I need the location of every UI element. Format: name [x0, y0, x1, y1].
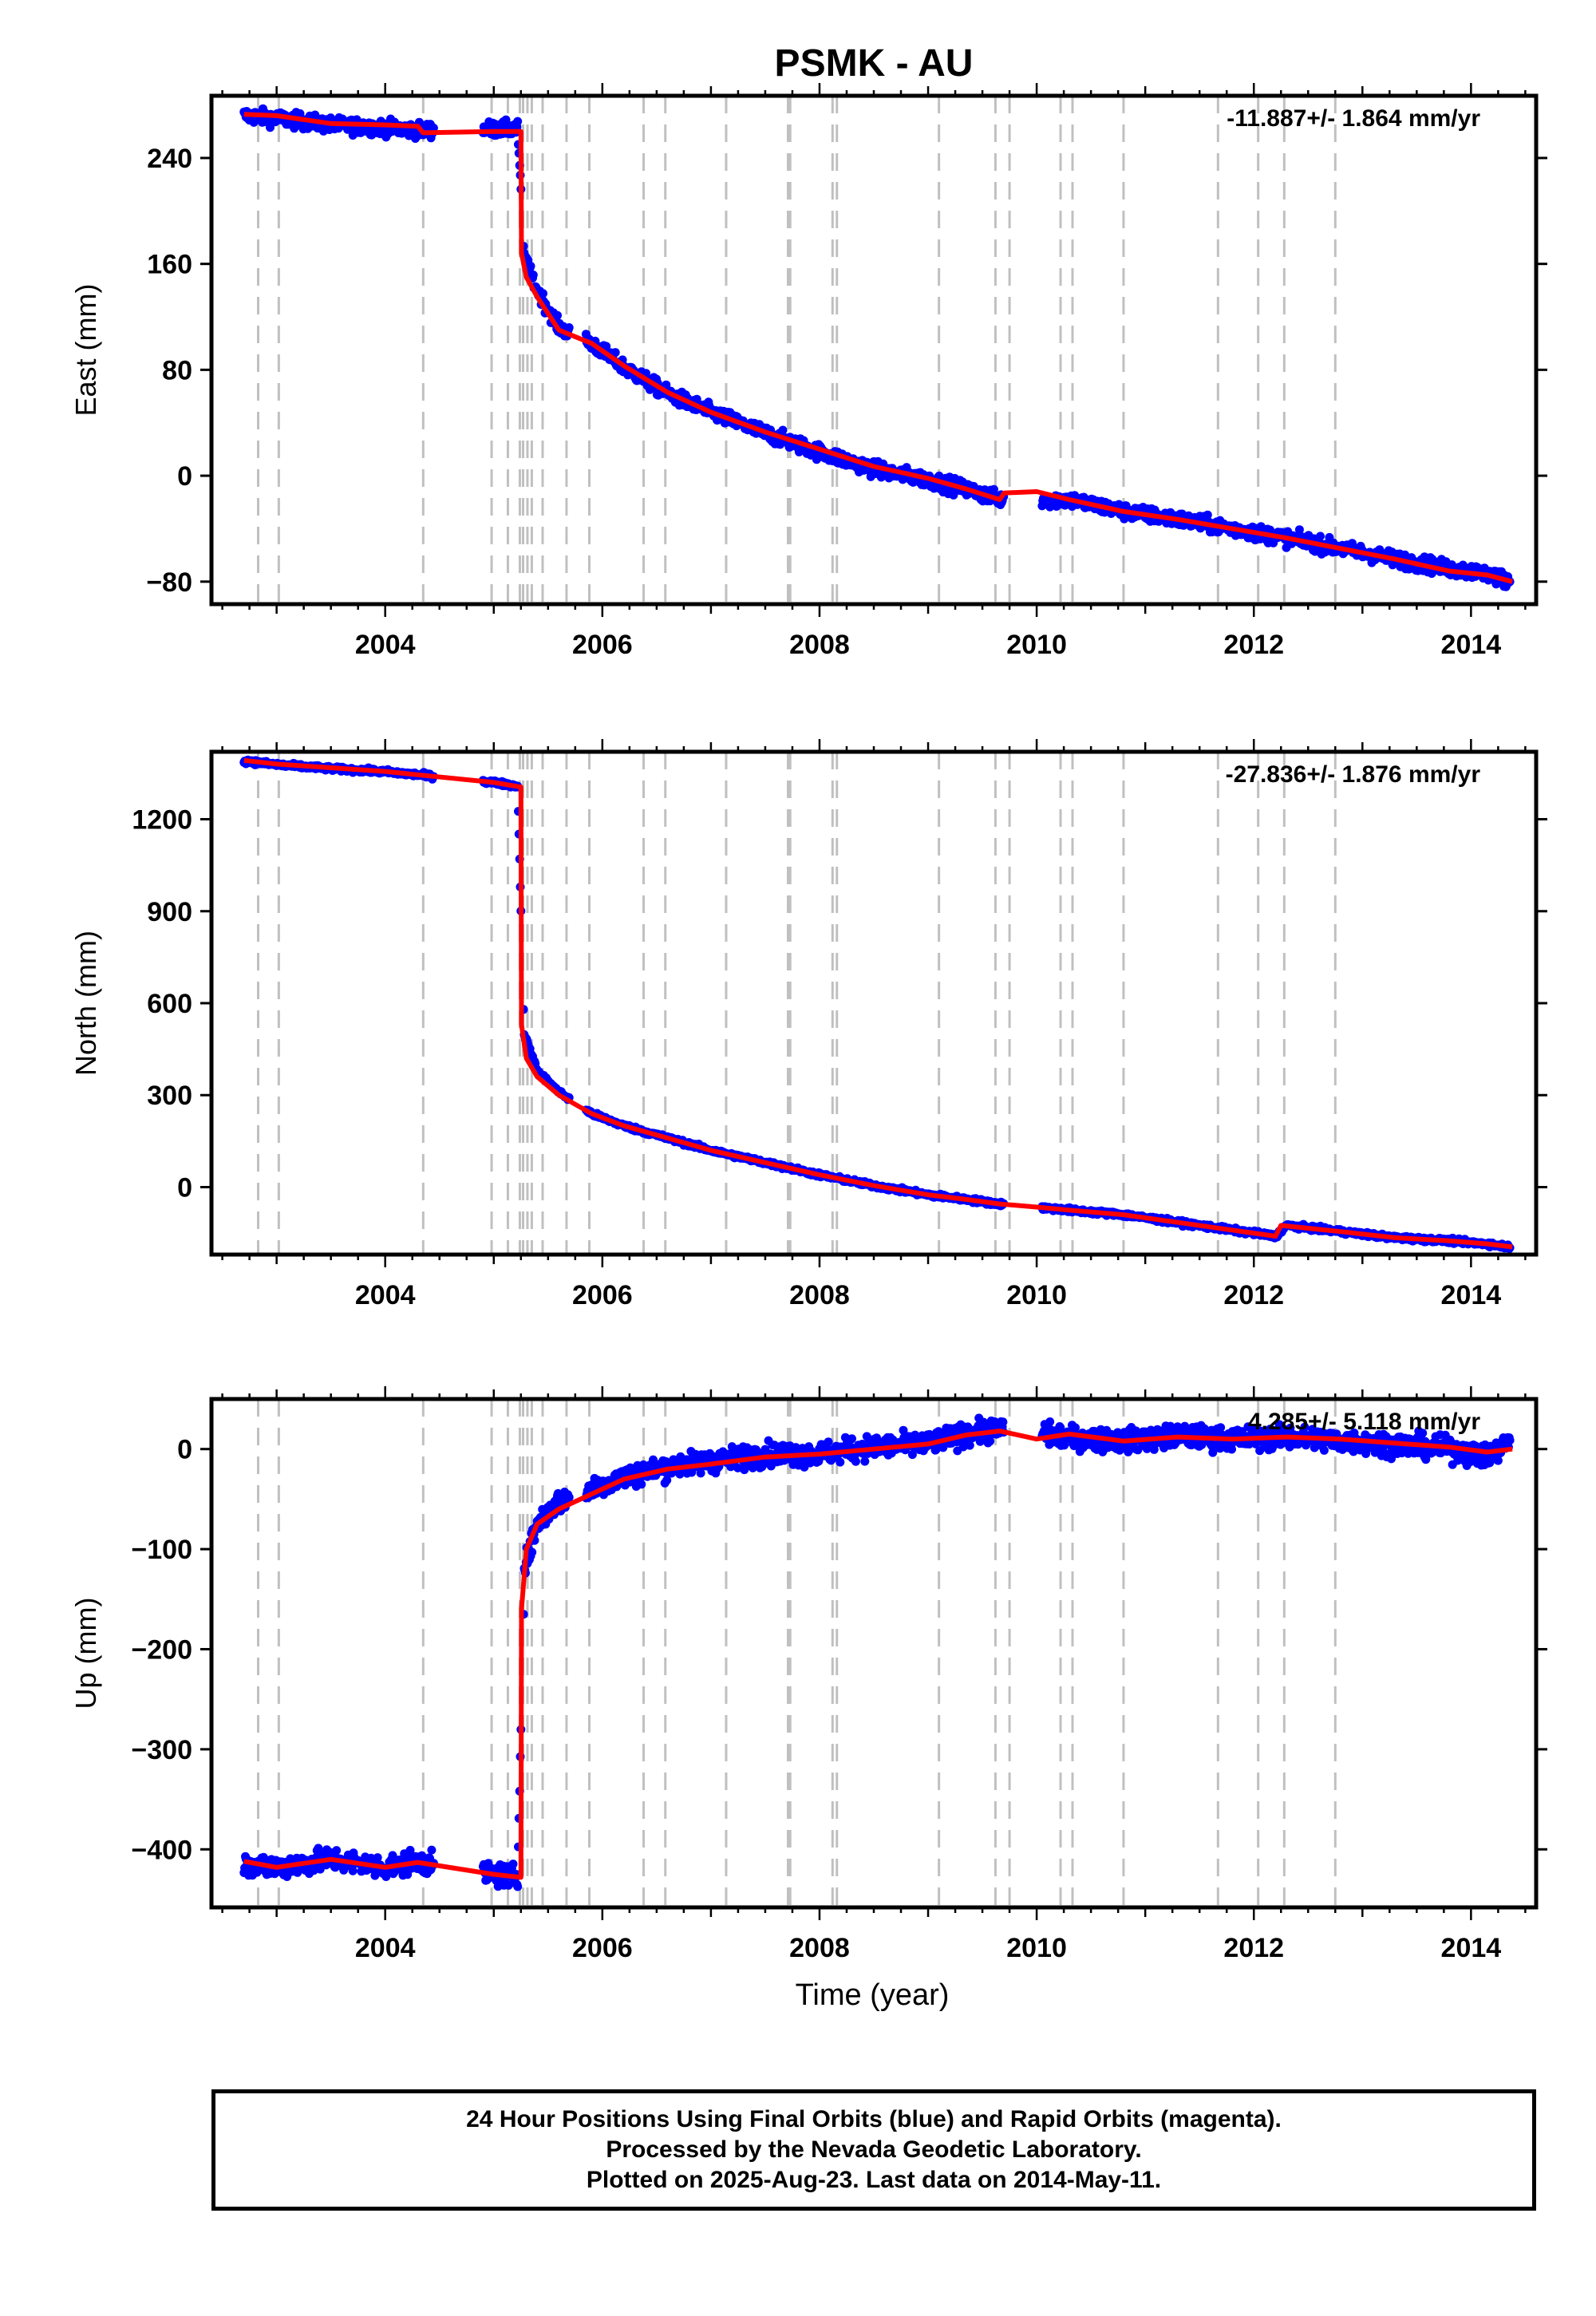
data-point [528, 271, 538, 279]
x-tick-label: 2012 [1223, 1280, 1284, 1310]
data-point [1045, 1417, 1055, 1426]
data-point [553, 310, 562, 320]
x-tick-label: 2010 [1006, 630, 1067, 660]
x-tick-label: 2006 [572, 1280, 633, 1310]
data-point [907, 1450, 917, 1460]
y-axis-label: North (mm) [69, 931, 102, 1076]
y-tick-label: 600 [147, 989, 192, 1019]
data-point [293, 1867, 302, 1877]
y-tick-label: 300 [147, 1081, 192, 1111]
data-point [847, 1434, 856, 1444]
data-point [911, 1430, 920, 1440]
data-point [373, 1853, 382, 1863]
data-point [513, 117, 523, 126]
x-tick-label: 2014 [1441, 630, 1502, 660]
y-tick-label: 80 [162, 355, 192, 385]
event-lines [257, 752, 1337, 1255]
y-axis-label: East (mm) [69, 284, 102, 417]
data-point [1316, 532, 1325, 541]
plot-frame [209, 749, 1539, 1257]
data-point [851, 1456, 860, 1466]
data-point [1294, 525, 1304, 535]
y-tick-label: 900 [147, 897, 192, 927]
data-point [824, 1437, 833, 1447]
data-point [778, 425, 788, 435]
data-point [899, 1425, 908, 1435]
data-point [564, 1492, 574, 1502]
data-point [860, 1456, 870, 1466]
data-point [295, 109, 305, 118]
data-point [662, 1476, 672, 1485]
data-point [610, 348, 620, 358]
data-point [427, 1845, 437, 1855]
data-point [998, 1417, 1008, 1427]
x-tick-label: 2012 [1223, 630, 1284, 660]
data-point [513, 1882, 523, 1891]
data-point [564, 323, 574, 332]
y-tick-label: 160 [147, 250, 192, 280]
event-lines [257, 1399, 1337, 1907]
model-line [243, 757, 1513, 1250]
y-tick-label: −80 [146, 567, 192, 598]
x-tick-label: 2008 [789, 1280, 850, 1310]
y-tick-label: 0 [177, 461, 192, 492]
x-tick-label: 2010 [1006, 1280, 1067, 1310]
chart-panels: 240 160 80 0 −80 2004 2006 2008 2010 2012 2014 East… [69, 83, 1547, 2012]
x-tick-label: 2004 [355, 1280, 416, 1310]
data-point [405, 1845, 415, 1855]
x-tick-label: 2014 [1441, 1280, 1502, 1310]
y-tick-label: 1200 [132, 805, 192, 836]
data-point [527, 1547, 537, 1557]
data-point [836, 1457, 845, 1467]
data-point [539, 289, 547, 298]
y-tick-label: 0 [177, 1172, 192, 1203]
plot-frame [209, 93, 1539, 607]
data-point [332, 1846, 342, 1856]
data-point [965, 1441, 974, 1450]
panel-east: 240 160 80 0 −80 2004 2006 2008 2010 2012 2014 East… [69, 83, 1547, 660]
rate-label: -11.887+/- 1.864 mm/yr [1227, 105, 1480, 132]
data-point [501, 115, 511, 124]
final-orbit-points [239, 1413, 1515, 1891]
data-point [637, 1480, 646, 1489]
x-tick-label: 2008 [789, 630, 850, 660]
x-tick-label: 2006 [572, 630, 633, 660]
data-point [696, 1468, 705, 1478]
data-point [986, 1437, 995, 1446]
data-point [1203, 510, 1212, 520]
data-point [526, 261, 535, 271]
y-tick-label: 240 [147, 144, 192, 174]
data-point [348, 1866, 358, 1875]
figure-title: PSMK - AU [775, 42, 974, 85]
final-orbit-points [239, 755, 1515, 1254]
rate-label: -27.836+/- 1.876 mm/yr [1226, 761, 1481, 788]
model-line [243, 112, 1513, 584]
event-lines [257, 96, 1337, 604]
data-point [266, 123, 275, 132]
final-orbit-points [239, 104, 1515, 591]
panel-north: 1200 900 600 300 0 2004 2006 2008 2010 2012 2014 No… [69, 739, 1547, 1310]
data-point [508, 1860, 518, 1869]
data-point [990, 484, 998, 494]
x-tick-label: 2004 [355, 630, 416, 660]
